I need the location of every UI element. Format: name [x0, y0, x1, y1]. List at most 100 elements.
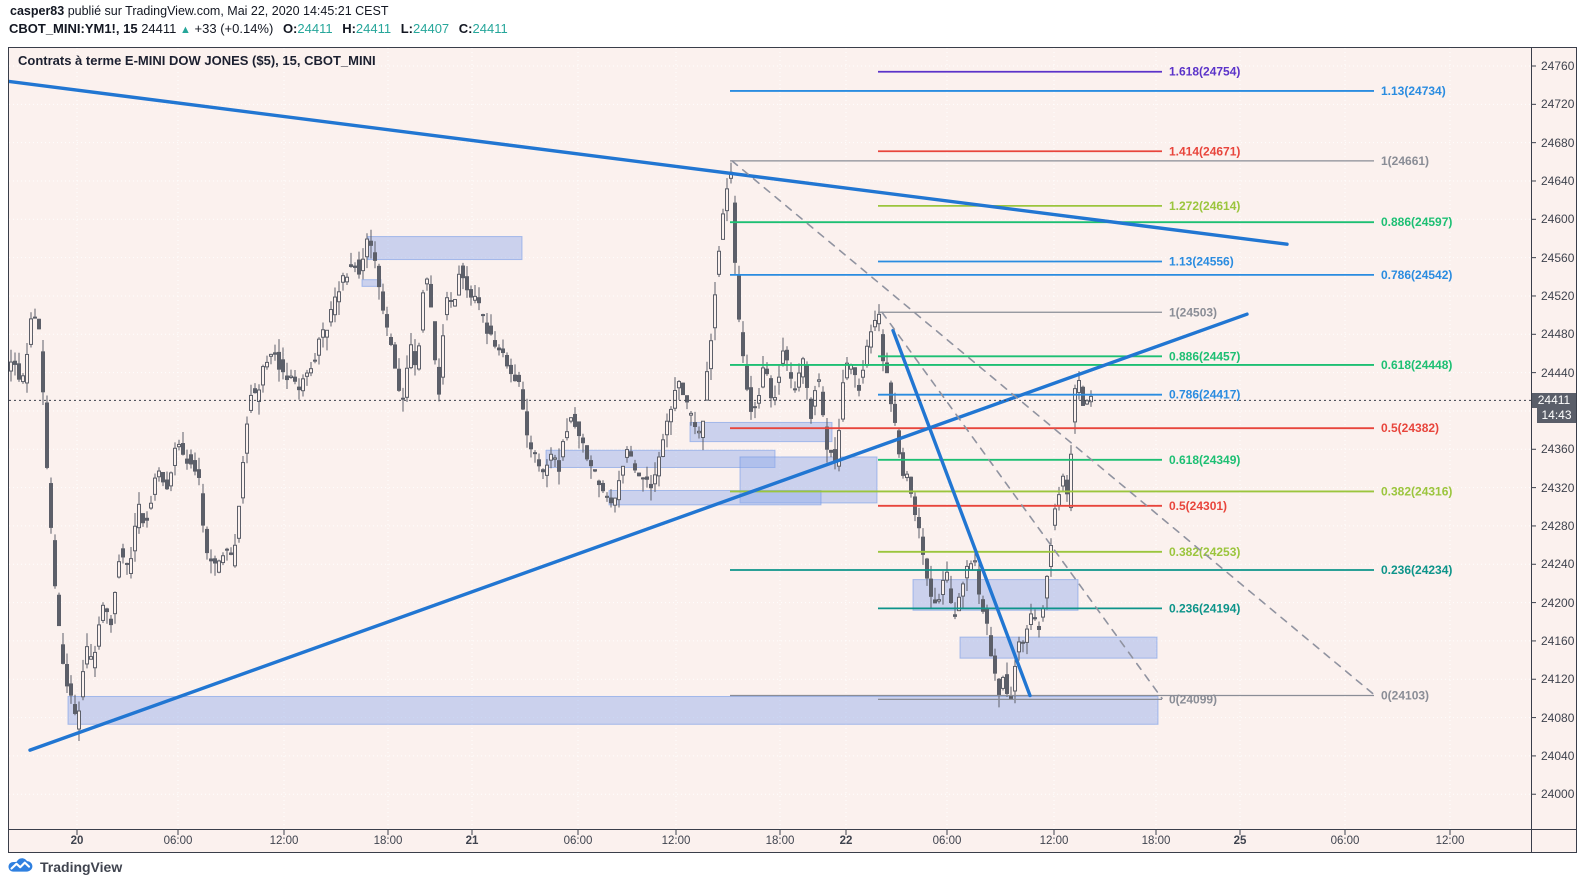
time-axis-label: 25: [1233, 835, 1247, 847]
tradingview-branding[interactable]: TradingView: [8, 855, 122, 879]
price-axis[interactable]: [1532, 48, 1576, 829]
header-change: +33 (+0.14%): [194, 21, 274, 36]
candle-down: [45, 402, 49, 468]
candle-up: [565, 431, 569, 439]
open-label: O:: [282, 21, 298, 36]
candle-down: [401, 397, 405, 400]
candle-up: [425, 278, 429, 285]
candle-up: [661, 439, 665, 457]
candle-up: [1057, 494, 1061, 506]
candle-down: [501, 348, 505, 354]
candle-down: [161, 471, 165, 483]
candle-up: [333, 296, 337, 316]
candle-down: [537, 459, 541, 467]
time-axis-label: 06:00: [1330, 835, 1360, 847]
price-axis-label: 24360: [1541, 442, 1575, 457]
demand-zone-24090[interactable]: [67, 695, 1159, 725]
fib-level-label: 1.13(24556): [1169, 254, 1234, 268]
zone-24330[interactable]: [739, 456, 878, 504]
time-axis[interactable]: [9, 830, 1576, 852]
candle-up: [545, 464, 549, 476]
candle-down: [513, 374, 517, 382]
candle-up: [961, 583, 965, 597]
candle-down: [737, 275, 741, 320]
candle-down: [65, 664, 69, 687]
candle-down: [765, 368, 769, 375]
candle-up: [177, 443, 181, 448]
candle-up: [1053, 508, 1057, 526]
candle-down: [933, 599, 937, 604]
candle-down: [413, 351, 417, 366]
candle-up: [1049, 545, 1053, 567]
candle-down: [909, 476, 913, 494]
candle-up: [973, 560, 977, 563]
candle-down: [681, 382, 685, 396]
time-axis-label: 21: [465, 835, 479, 847]
candle-down: [745, 365, 749, 390]
candle-down: [461, 265, 465, 279]
candle-up: [1041, 608, 1045, 618]
high-value: 24411: [355, 21, 392, 36]
candle-down: [609, 497, 613, 504]
tradingview-brand-text: TradingView: [40, 859, 123, 875]
candle-up: [133, 525, 137, 552]
candle-up: [605, 495, 609, 498]
zones-layer: [67, 236, 1159, 725]
low-value: 24407: [413, 21, 450, 36]
candle-down: [497, 347, 501, 351]
candle-down: [201, 493, 205, 526]
candle-up: [317, 338, 321, 356]
candle-up: [265, 361, 269, 368]
header-last-price: 24411: [141, 21, 177, 36]
fib-level-label: 0.382(24316): [1381, 484, 1452, 498]
candle-up: [569, 417, 573, 422]
supply-zone-24580[interactable]: [367, 236, 523, 261]
candle-down: [985, 607, 989, 624]
candle-up: [225, 548, 229, 551]
candle-down: [61, 644, 65, 664]
candle-up: [101, 604, 105, 621]
fib-extension-right[interactable]: 1.13(24734) 1(24661) 0.886(24597) 0.786(245…: [730, 84, 1452, 703]
candle-down: [429, 283, 433, 308]
candle-up: [237, 505, 241, 539]
time-axis-label: 18:00: [1141, 835, 1171, 847]
candle-down: [557, 460, 561, 472]
candle-up: [173, 447, 177, 466]
zone-24380[interactable]: [689, 421, 833, 443]
zone-24310[interactable]: [608, 489, 822, 506]
fib-level-label: 1.414(24671): [1169, 144, 1240, 158]
candle-up: [689, 412, 693, 416]
candle-up: [481, 314, 485, 317]
candle-up: [877, 313, 881, 325]
candle-down: [281, 359, 285, 373]
candle-down: [385, 314, 389, 328]
candle-up: [409, 344, 413, 369]
bar-countdown-badge: 14:43: [1537, 408, 1576, 424]
fib-baseline-short: [881, 311, 1163, 700]
candle-down: [125, 562, 129, 565]
candle-up: [89, 656, 93, 660]
candle-down: [229, 552, 233, 555]
candle-down: [193, 460, 197, 472]
candle-up: [757, 395, 761, 404]
candle-up: [233, 544, 237, 567]
candle-down: [433, 321, 437, 361]
candle-down: [981, 599, 985, 612]
candle-down: [49, 483, 53, 528]
candle-down: [949, 588, 953, 604]
price-axis-label: 24560: [1541, 250, 1575, 265]
candle-up: [837, 430, 841, 467]
fib-retracement-middle[interactable]: 1.618(24754) 1.414(24671) 1.272(24614) 1.13…: [878, 65, 1240, 707]
candle-down: [1005, 674, 1009, 694]
open-value: 24411: [297, 21, 333, 36]
candle-up: [117, 561, 121, 578]
descending-resistance-line: [9, 79, 1289, 246]
price-axis-label: 24720: [1541, 97, 1575, 112]
candle-up: [761, 367, 765, 388]
candle-up: [705, 371, 709, 401]
candle-down: [821, 391, 825, 416]
candle-up: [841, 382, 845, 420]
trendlines-layer[interactable]: [8, 79, 1375, 752]
candle-down: [809, 398, 813, 419]
